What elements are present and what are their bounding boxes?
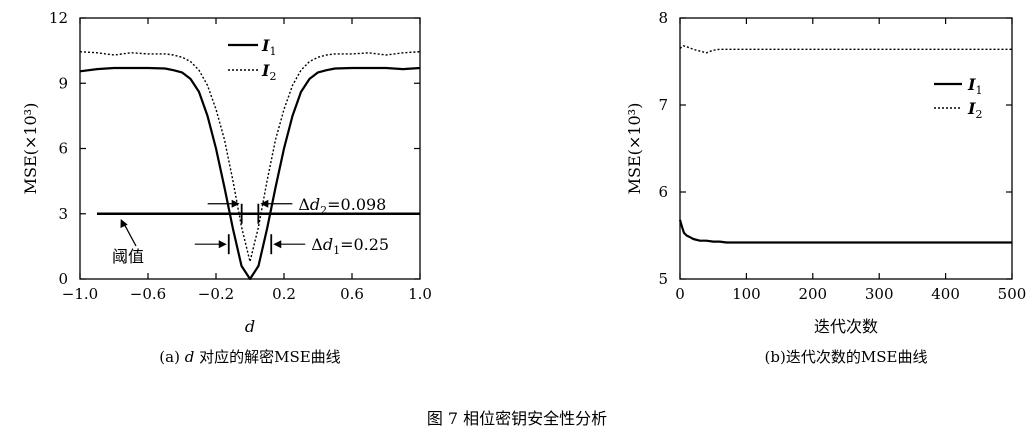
legend-b-i1-sub: 1: [975, 84, 982, 97]
panel-b-caption: (b)迭代次数的MSE曲线: [765, 348, 928, 366]
y-tick-label: 6: [58, 140, 68, 158]
legend-b-i2-sub: 2: [975, 108, 982, 121]
figure-caption: 图 7 相位密钥安全性分析: [427, 409, 607, 428]
x-tick-label: −0.2: [198, 285, 234, 303]
panel-a-annotations: [194, 199, 306, 255]
delta-d1-value: =0.25: [340, 235, 389, 254]
panel-a-caption-rest: 对应的解密MSE曲线: [194, 348, 340, 366]
x-tick-label: 300: [865, 285, 894, 303]
legend-i2-sub: 2: [269, 70, 276, 83]
panel-b-y-axis-label: MSE(×10³): [625, 103, 644, 195]
arrowhead-right-icon: [218, 240, 227, 249]
panel-a-legend: I1 I2: [228, 36, 276, 83]
y-tick-label: 6: [658, 183, 668, 201]
y-tick-label: 5: [658, 270, 668, 288]
panel-a-caption-prefix: (a): [159, 348, 184, 366]
panel-b-series: [678, 45, 1012, 244]
panel-b-x-axis-label: 迭代次数: [814, 317, 878, 336]
delta-d1-label: Δd1=0.25: [311, 235, 389, 257]
legend-b-i2-base: I: [967, 99, 976, 118]
arrowhead-left-icon: [260, 199, 269, 208]
panel-a-caption: (a) d 对应的解密MSE曲线: [159, 348, 340, 366]
x-tick-label: 0.6: [340, 285, 364, 303]
y-tick-label: 3: [58, 205, 68, 223]
threshold-arrow: [123, 223, 137, 247]
x-tick-label: 200: [798, 285, 827, 303]
series-line-i2: [79, 51, 421, 263]
legend-i2-base: I: [261, 61, 270, 80]
y-tick-label: 8: [658, 9, 668, 27]
panel-a-x-ticks: −1.0 −0.6 −0.2 0.2 0.6 1.0: [62, 18, 432, 303]
legend-b-i2-label: I2: [967, 99, 982, 121]
y-tick-label: 7: [658, 96, 668, 114]
delta-d2-delta: Δ: [298, 195, 310, 214]
delta-d2-sub: 2: [320, 204, 327, 217]
delta-d2-value: =0.098: [327, 195, 386, 214]
legend-b-i1-base: I: [967, 75, 976, 94]
delta-d1-delta: Δ: [311, 235, 323, 254]
panel-a-y-axis-label: MSE(×10³): [21, 103, 40, 195]
panel-a-caption-var: d: [185, 348, 195, 366]
x-tick-label: 500: [998, 285, 1027, 303]
x-tick-label: 100: [732, 285, 761, 303]
legend-i1-sub: 1: [269, 45, 276, 58]
delta-d2-var: d: [310, 195, 320, 214]
series-line-i2: [679, 45, 1012, 54]
threshold-label: 阈值: [112, 247, 144, 266]
y-tick-label: 9: [58, 74, 68, 92]
panel-b-legend: I1 I2: [934, 75, 982, 121]
legend-i1-label: I1: [261, 36, 276, 58]
x-tick-label: 0: [675, 285, 685, 303]
x-tick-label: −0.6: [130, 285, 166, 303]
arrowhead-left-icon: [273, 240, 282, 249]
series-line-i1: [678, 219, 1012, 244]
y-tick-label: 12: [49, 9, 68, 27]
legend-i2-label: I2: [261, 61, 276, 83]
panel-b-x-ticks: 0 100 200 300 400 500: [675, 18, 1026, 303]
delta-d1-sub: 1: [333, 244, 340, 257]
delta-d1-var: d: [323, 235, 333, 254]
legend-i1-base: I: [261, 36, 270, 55]
x-tick-label: 400: [931, 285, 960, 303]
legend-b-i1-label: I1: [967, 75, 982, 97]
x-tick-label: −1.0: [62, 285, 98, 303]
y-tick-label: 0: [58, 270, 68, 288]
x-tick-label: 1.0: [408, 285, 432, 303]
panel-b-plot-frame: [679, 17, 1013, 280]
panel-a-x-axis-label: d: [245, 317, 255, 336]
x-tick-label: 0.2: [272, 285, 296, 303]
panel-a-plot-frame: [79, 17, 421, 280]
threshold-arrowhead-icon: [120, 219, 128, 228]
delta-d2-label: Δd2=0.098: [298, 195, 386, 217]
arrowhead-right-icon: [231, 199, 240, 208]
